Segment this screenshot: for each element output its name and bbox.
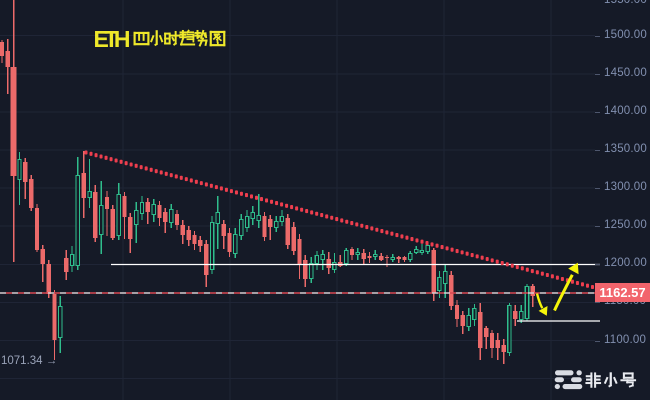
svg-text:ETH: ETH	[94, 26, 131, 52]
